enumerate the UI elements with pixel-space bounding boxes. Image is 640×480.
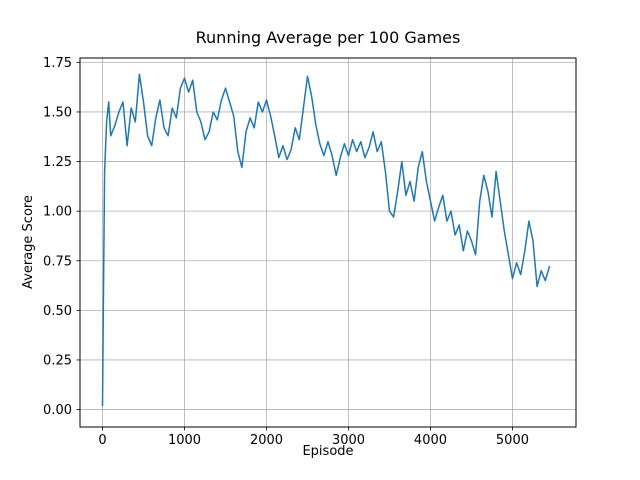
y-tick-label: 0.50 (43, 304, 72, 319)
y-tick-label: 0.00 (43, 403, 72, 418)
x-axis-label: Episode (302, 444, 354, 459)
y-tick-label: 0.75 (43, 254, 72, 269)
y-tick-label: 1.25 (43, 155, 72, 170)
y-tick-label: 1.50 (43, 105, 72, 120)
y-tick-label: 0.25 (43, 353, 72, 368)
axes-frame (79, 57, 577, 428)
series-line-running_average (101, 73, 551, 407)
x-tick-label: 1000 (168, 433, 201, 448)
x-tick-label: 0 (98, 433, 106, 448)
chart-title: Running Average per 100 Games (195, 28, 461, 47)
y-tick-label: 1.75 (43, 56, 72, 71)
x-tick-label: 2000 (250, 433, 283, 448)
y-tick-label: 1.00 (43, 205, 72, 220)
x-tick-label: 3000 (332, 433, 365, 448)
x-tick-label: 4000 (414, 433, 447, 448)
x-tick-label: 5000 (496, 433, 529, 448)
